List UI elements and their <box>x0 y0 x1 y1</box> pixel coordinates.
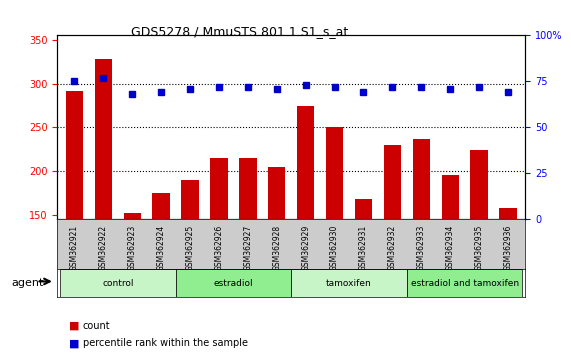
Text: GSM362933: GSM362933 <box>417 224 426 271</box>
Bar <box>123 213 141 347</box>
Text: GSM362926: GSM362926 <box>215 224 223 271</box>
Bar <box>471 150 488 347</box>
Text: GSM362921: GSM362921 <box>70 224 79 270</box>
Text: ■: ■ <box>69 321 79 331</box>
Text: GDS5278 / MmuSTS.801.1.S1_s_at: GDS5278 / MmuSTS.801.1.S1_s_at <box>131 25 348 38</box>
Bar <box>297 105 314 347</box>
Bar <box>210 158 228 347</box>
Bar <box>268 167 286 347</box>
Bar <box>326 127 343 347</box>
Text: GSM362927: GSM362927 <box>243 224 252 271</box>
Text: GSM362932: GSM362932 <box>388 224 397 271</box>
Text: GSM362925: GSM362925 <box>186 224 195 271</box>
Bar <box>239 158 256 347</box>
Text: control: control <box>102 279 134 288</box>
Bar <box>441 175 459 347</box>
Text: count: count <box>83 321 110 331</box>
Text: estradiol and tamoxifen: estradiol and tamoxifen <box>411 279 518 288</box>
Text: ■: ■ <box>69 338 79 348</box>
Bar <box>66 91 83 347</box>
Text: GSM362931: GSM362931 <box>359 224 368 271</box>
Text: GSM362935: GSM362935 <box>475 224 484 271</box>
Text: agent: agent <box>11 278 44 288</box>
Bar <box>384 145 401 347</box>
Text: GSM362934: GSM362934 <box>446 224 455 271</box>
Text: percentile rank within the sample: percentile rank within the sample <box>83 338 248 348</box>
FancyBboxPatch shape <box>176 269 291 297</box>
FancyBboxPatch shape <box>60 269 176 297</box>
Text: GSM362924: GSM362924 <box>156 224 166 271</box>
Text: GSM362923: GSM362923 <box>128 224 136 271</box>
FancyBboxPatch shape <box>291 269 407 297</box>
Text: GSM362928: GSM362928 <box>272 224 282 270</box>
Bar <box>355 199 372 347</box>
Bar <box>152 193 170 347</box>
Bar <box>413 139 430 347</box>
FancyBboxPatch shape <box>407 269 522 297</box>
Text: GSM362922: GSM362922 <box>99 224 108 270</box>
Text: GSM362930: GSM362930 <box>330 224 339 271</box>
Text: tamoxifen: tamoxifen <box>326 279 372 288</box>
Text: estradiol: estradiol <box>214 279 253 288</box>
Bar <box>182 180 199 347</box>
Text: GSM362936: GSM362936 <box>504 224 513 271</box>
Text: GSM362929: GSM362929 <box>301 224 310 271</box>
Bar <box>499 208 517 347</box>
Bar <box>95 59 112 347</box>
